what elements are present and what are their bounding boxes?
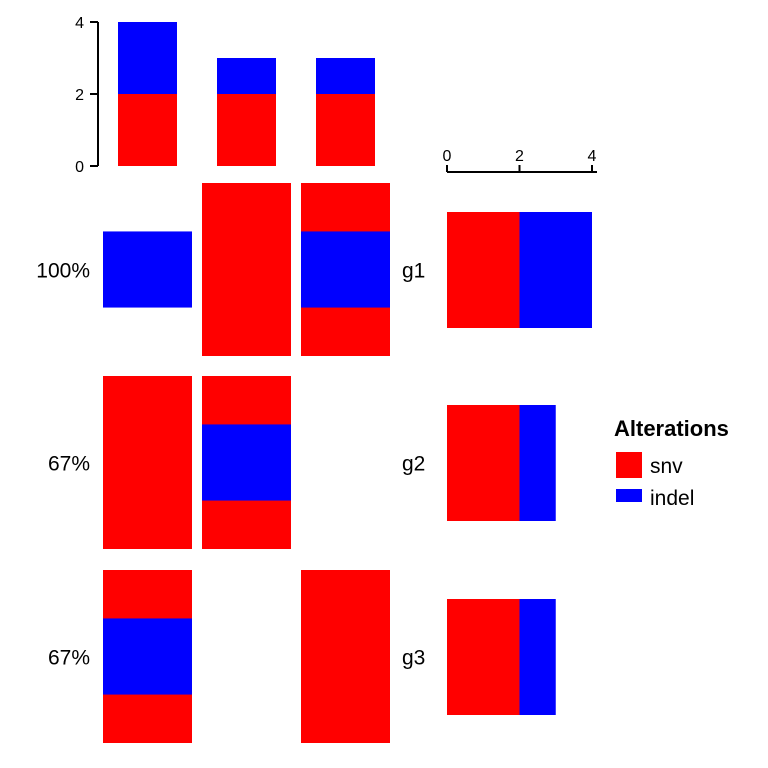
right-axis-tick-label: 0: [443, 148, 452, 165]
top-axis-tick-label: 4: [75, 15, 84, 32]
gene-label: g1: [402, 260, 425, 283]
right-bar-indel-g3: [519, 599, 556, 715]
right-bar-indel-g1: [519, 212, 592, 328]
right-bar-snv-g2: [447, 405, 520, 521]
top-bar-snv-s3: [316, 94, 375, 166]
gene-label: g2: [402, 453, 425, 476]
cell-snv-g1-s2: [202, 183, 291, 356]
cell-indel-g1-s1: [103, 231, 192, 308]
legend-title: Alterations: [614, 416, 729, 441]
cell-snv-g3-s3: [301, 570, 390, 743]
top-axis-tick-label: 0: [75, 159, 84, 176]
top-bar-snv-s1: [118, 94, 177, 166]
legend-swatch-indel: [616, 489, 642, 502]
right-bar-snv-g3: [447, 599, 520, 715]
top-barplot: [118, 22, 375, 166]
oncoprint-grid: [103, 183, 390, 743]
legend: Alterations snv indel: [614, 416, 729, 510]
row-percent-label: 67%: [48, 647, 90, 670]
legend-swatch-snv: [616, 452, 642, 478]
top-bar-indel-s3: [316, 58, 375, 94]
top-axis-tick-label: 2: [75, 87, 84, 104]
row-percent-label: 100%: [36, 260, 90, 283]
cell-indel-g2-s2: [202, 424, 291, 501]
row-percent-labels: 100% 67% 67%: [36, 260, 90, 670]
right-bar-indel-g2: [519, 405, 556, 521]
row-percent-label: 67%: [48, 453, 90, 476]
right-barplot: [447, 212, 592, 715]
cell-indel-g3-s1: [103, 618, 192, 695]
legend-label-snv: snv: [650, 455, 683, 478]
cell-snv-g2-s1: [103, 376, 192, 549]
right-axis-tick-label: 4: [588, 148, 597, 165]
right-barplot-axis: 0 2 4: [443, 148, 597, 173]
top-bar-indel-s2: [217, 58, 276, 94]
right-bar-snv-g1: [447, 212, 520, 328]
top-barplot-axis: 0 2 4: [75, 15, 99, 176]
cell-indel-g1-s3: [301, 231, 390, 308]
gene-label: g3: [402, 647, 425, 670]
right-axis-tick-label: 2: [515, 148, 524, 165]
legend-label-indel: indel: [650, 487, 694, 510]
gene-labels: g1 g2 g3: [402, 260, 425, 670]
top-bar-indel-s1: [118, 22, 177, 94]
top-bar-snv-s2: [217, 94, 276, 166]
